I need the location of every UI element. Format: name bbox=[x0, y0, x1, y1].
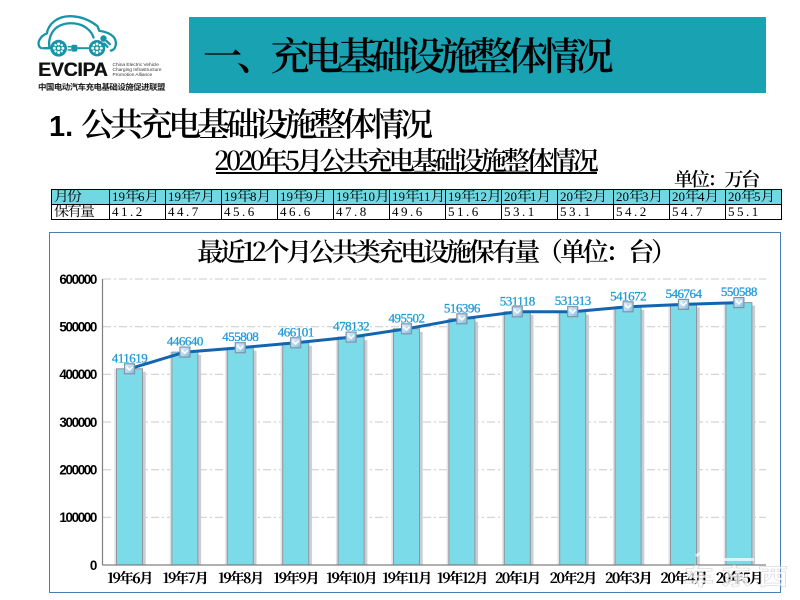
svg-text:531118: 531118 bbox=[500, 293, 535, 308]
svg-text:600000: 600000 bbox=[59, 272, 96, 287]
svg-text:车东西: 车东西 bbox=[684, 558, 795, 592]
svg-text:400000: 400000 bbox=[59, 367, 96, 382]
svg-text:466101: 466101 bbox=[278, 324, 314, 339]
svg-text:500000: 500000 bbox=[59, 320, 96, 335]
svg-text:0: 0 bbox=[90, 558, 97, 573]
svg-text:478132: 478132 bbox=[333, 319, 369, 334]
svg-text:531313: 531313 bbox=[555, 293, 591, 308]
svg-text:455808: 455808 bbox=[222, 329, 258, 344]
svg-text:550588: 550588 bbox=[721, 284, 757, 299]
svg-text:446640: 446640 bbox=[167, 334, 203, 349]
svg-text:546764: 546764 bbox=[666, 286, 703, 301]
svg-text:495502: 495502 bbox=[389, 310, 425, 325]
svg-text:541672: 541672 bbox=[610, 288, 646, 303]
svg-text:516396: 516396 bbox=[444, 300, 481, 315]
svg-text:200000: 200000 bbox=[59, 463, 96, 478]
svg-text:100000: 100000 bbox=[59, 510, 96, 525]
svg-text:300000: 300000 bbox=[59, 415, 96, 430]
svg-text:411619: 411619 bbox=[112, 350, 148, 365]
